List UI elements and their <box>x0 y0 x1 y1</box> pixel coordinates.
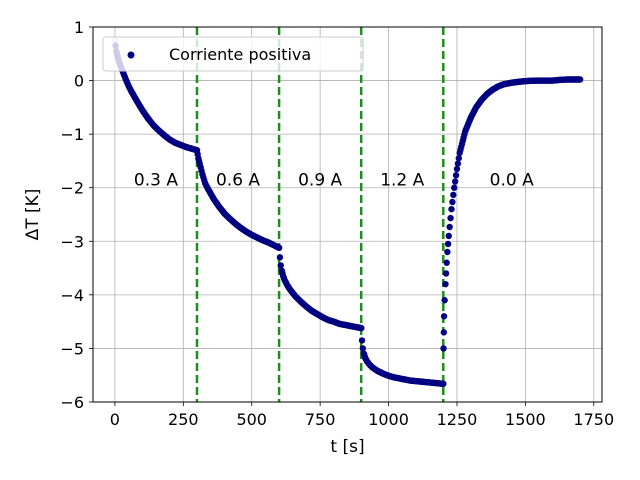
data-point <box>441 297 448 304</box>
data-point <box>446 223 453 231</box>
data-point <box>451 178 459 185</box>
x-tick-label: 500 <box>236 410 267 429</box>
data-points <box>111 37 584 387</box>
data-point <box>440 380 447 387</box>
x-tick-label: 250 <box>168 410 199 429</box>
data-point <box>276 254 284 261</box>
legend-box <box>102 36 364 72</box>
y-tick-label: −3 <box>60 232 84 251</box>
x-tick-label: 1500 <box>505 410 546 429</box>
data-point <box>455 155 462 162</box>
data-point <box>447 214 454 222</box>
data-point <box>445 232 452 240</box>
data-point <box>357 324 365 332</box>
data-point <box>442 280 449 288</box>
data-point <box>444 248 451 256</box>
data-point <box>451 184 458 191</box>
data-point <box>448 205 455 213</box>
data-point <box>440 329 448 336</box>
current-annotation: 0.0 A <box>490 171 534 191</box>
x-tick-label: 750 <box>305 410 336 429</box>
x-tick-label: 0 <box>110 410 120 429</box>
y-tick-label: −1 <box>60 125 84 144</box>
legend-label: Corriente positiva <box>169 45 311 64</box>
x-axis-label: t [s] <box>330 437 364 457</box>
data-point <box>440 345 447 352</box>
y-tick-label: −4 <box>60 286 84 305</box>
data-point <box>359 345 367 352</box>
legend: Corriente positiva <box>102 36 364 72</box>
plot-frame <box>92 26 603 403</box>
y-tick-label: −2 <box>60 179 84 198</box>
data-point <box>277 262 284 269</box>
x-tick-label: 1250 <box>437 410 478 429</box>
y-axis-label: ΔT [K] <box>23 189 43 241</box>
legend-marker <box>127 51 135 59</box>
data-point <box>442 270 450 277</box>
axis-ticks: 0 250 500 750 1000 1250 1500 1750 1 0 −1 −2 −3 −4 −5 −6 <box>60 18 614 429</box>
current-annotation: 0.6 A <box>216 171 260 191</box>
current-annotation: 0.3 A <box>134 171 178 191</box>
current-annotations: 0.3 A 0.6 A 0.9 A 1.2 A 0.0 A <box>134 171 534 191</box>
current-annotation: 1.2 A <box>380 171 424 191</box>
data-point <box>440 313 448 320</box>
data-point <box>275 244 283 251</box>
data-point <box>443 259 450 266</box>
grid <box>93 26 602 403</box>
data-point <box>576 76 584 83</box>
data-point <box>452 172 460 179</box>
x-tick-label: 1750 <box>573 410 614 429</box>
x-tick-label: 1000 <box>368 410 409 429</box>
data-point <box>454 160 462 167</box>
data-point <box>453 165 461 173</box>
y-tick-label: −6 <box>60 393 84 412</box>
data-point <box>358 337 366 344</box>
data-point <box>450 191 457 199</box>
y-tick-label: 1 <box>74 18 84 37</box>
y-tick-label: −5 <box>60 339 84 358</box>
data-point <box>449 198 456 206</box>
current-annotation: 0.9 A <box>298 171 342 191</box>
data-point <box>444 240 452 248</box>
y-tick-label: 0 <box>74 72 84 91</box>
